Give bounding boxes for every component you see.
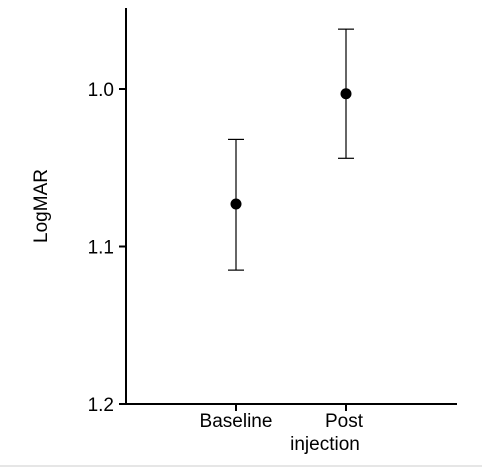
- y-tick-label: 1.0: [88, 80, 114, 101]
- data-point: [230, 198, 242, 210]
- y-axis-title: LogMAR: [31, 169, 52, 243]
- data-point: [340, 88, 352, 100]
- y-tick-label: 1.2: [88, 395, 114, 416]
- x-category-label: Baseline: [200, 411, 273, 432]
- y-tick-label: 1.1: [88, 238, 114, 259]
- x-category-label: injection: [290, 434, 360, 455]
- y-axis-ticks: 1.0 1.1 1.2: [88, 80, 126, 416]
- x-category-label: Post: [325, 411, 364, 432]
- data-marks: [228, 28, 354, 271]
